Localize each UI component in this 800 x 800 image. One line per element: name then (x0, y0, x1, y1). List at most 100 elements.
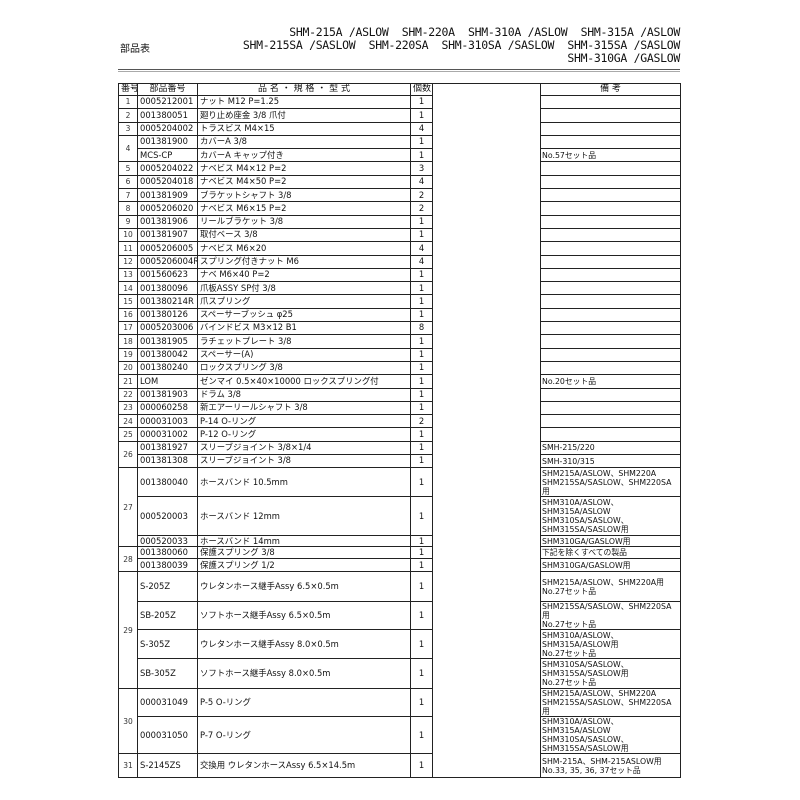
remarks: SHM215SA/SASLOW、SHM220SA用 No.27セット品 (540, 601, 681, 631)
remarks (540, 414, 681, 429)
item-number: 24 (118, 414, 138, 429)
item-number: 17 (118, 321, 138, 336)
part-number: 0005204002 (137, 121, 198, 136)
remarks: No.20セット品 (540, 374, 681, 389)
part-name: スリーブジョイント 3/8 (197, 454, 411, 469)
item-number: 27 (118, 467, 138, 548)
part-number: 000520033 (137, 535, 198, 548)
part-name: カバーA 3/8 (197, 134, 411, 150)
quantity: 1 (410, 427, 433, 442)
table-row: 10 001381907 取付ベース 3/8 1 (118, 227, 681, 243)
remarks (540, 134, 681, 150)
item-number: 30 (118, 688, 138, 755)
remarks (540, 214, 681, 229)
part-name: スペーサーブッシュ φ25 (197, 307, 411, 323)
item-number: 31 (118, 753, 138, 779)
remarks: No.57セット品 (540, 148, 681, 163)
quantity: 1 (410, 374, 433, 389)
remarks: 下記を除くすべての製品 (540, 546, 681, 560)
table-row: 24 000031003 P-14 O-リング 2 (118, 414, 681, 429)
table-row: 26 001381927 スリーブジョイント 3/8×1/4 1 SMH-215/220 (118, 440, 681, 469)
remarks (540, 241, 681, 256)
remarks (540, 360, 681, 376)
part-number: S-205Z (137, 571, 198, 603)
remarks: SMH-215/220 (540, 440, 681, 456)
part-name: カバーA キャップ付き (197, 148, 411, 163)
remarks (540, 227, 681, 243)
table-row: 4 001381900 カバーA 3/8 1 (118, 134, 681, 163)
remarks: SHM215A/ASLOW、SHM220A SHM215SA/SASLOW、SH… (540, 688, 681, 718)
part-name: 爪板ASSY SP付 3/8 (197, 281, 411, 296)
header-part-number: 部品番号 (137, 83, 198, 96)
remarks (540, 254, 681, 269)
table-row: 30 000031049 P-5 O-リング 1 SHM215A/ASLOW、SHM22… (118, 688, 681, 755)
remarks (540, 201, 681, 216)
remarks (540, 387, 681, 402)
remarks: SHM310GA/GASLOW用 (540, 535, 681, 548)
quantity: 1 (410, 281, 433, 296)
part-number: 000031049 (137, 688, 198, 718)
header-qty: 個数 (410, 83, 433, 96)
table-row: 7 001381909 ブラケットシャフト 3/8 2 (118, 188, 681, 203)
part-name: リールブラケット 3/8 (197, 214, 411, 229)
item-number: 19 (118, 347, 138, 362)
quantity: 3 (410, 161, 433, 176)
quantity: 1 (410, 601, 433, 631)
part-name: スリーブジョイント 3/8×1/4 (197, 440, 411, 456)
remarks (540, 121, 681, 136)
quantity: 1 (410, 134, 433, 150)
remarks: SHM310GA/GASLOW用 (540, 558, 681, 573)
remarks (540, 400, 681, 416)
part-number: 0005204022 (137, 161, 198, 176)
table-row: 000031050 P-7 O-リング 1 SHM310A/ASLOW、 SHM315… (119, 716, 681, 755)
table-row: 001380039 保護スプリング 1/2 1 SHM310GA/GASLOW用 (119, 558, 681, 573)
part-name: ナベビス M6×15 P=2 (197, 201, 411, 216)
quantity: 2 (410, 188, 433, 203)
table-row: 22 001381903 ドラム 3/8 1 (118, 387, 681, 402)
quantity: 1 (410, 629, 433, 660)
part-name: ホースバンド 12mm (197, 496, 411, 537)
quantity: 1 (410, 496, 433, 537)
part-name: スペーサー(A) (197, 347, 411, 362)
quantity: 1 (410, 454, 433, 469)
table-row: SB-305Z ソフトホース継手Assy 8.0×0.5m 1 SHM310SA/SA… (119, 658, 681, 690)
remarks: SHM310A/ASLOW、 SHM315A/ASLOW SHM310SA/SA… (540, 496, 681, 537)
part-number: 001381906 (137, 214, 198, 229)
part-number: LOM (137, 374, 198, 389)
model-line: SHM-310GA /GASLOW (567, 51, 680, 65)
remarks (540, 294, 681, 309)
part-number: S-305Z (137, 629, 198, 660)
header-note: 備 考 (540, 83, 681, 96)
remarks: SHM215A/ASLOW、SHM220A用 No.27セット品 (540, 571, 681, 603)
part-name: 保護スプリング 1/2 (197, 558, 411, 573)
item-number: 15 (118, 294, 138, 309)
part-name: P-7 O-リング (197, 716, 411, 755)
part-number: 001380126 (137, 307, 198, 323)
quantity: 1 (410, 360, 433, 376)
table-row: 17 0005203006 バインドビス M3×12 B1 8 (118, 321, 681, 336)
part-number: 0005204018 (137, 174, 198, 190)
part-name: ウレタンホース継手Assy 6.5×0.5m (197, 571, 411, 603)
part-name: ホースバンド 10.5mm (197, 467, 411, 498)
item-number: 18 (118, 334, 138, 349)
part-name: ロックスプリング 3/8 (197, 360, 411, 376)
part-number: 001380042 (137, 347, 198, 362)
part-number: SB-205Z (137, 601, 198, 631)
part-name: ドラム 3/8 (197, 387, 411, 402)
part-name: P-12 O-リング (197, 427, 411, 442)
part-number: 001560623 (137, 267, 198, 283)
item-number: 25 (118, 427, 138, 442)
item-number: 6 (118, 174, 138, 190)
part-number: 001380096 (137, 281, 198, 296)
part-name: ナベビス M6×20 (197, 241, 411, 256)
remarks (540, 427, 681, 442)
model-list: SHM-215A /ASLOW SHM-220A SHM-310A /ASLOW… (243, 26, 680, 65)
table-row: 18 001381905 ラチェットプレート 3/8 1 (118, 334, 681, 349)
item-number: 23 (118, 400, 138, 416)
part-name: ソフトホース継手Assy 8.0×0.5m (197, 658, 411, 690)
part-name: 交換用 ウレタンホースAssy 6.5×14.5m (197, 753, 411, 779)
table-row: MCS-CP カバーA キャップ付き 1 No.57セット品 (119, 148, 681, 163)
item-number: 11 (118, 241, 138, 256)
part-number: 001380039 (137, 558, 198, 573)
part-number: 000031002 (137, 427, 198, 442)
